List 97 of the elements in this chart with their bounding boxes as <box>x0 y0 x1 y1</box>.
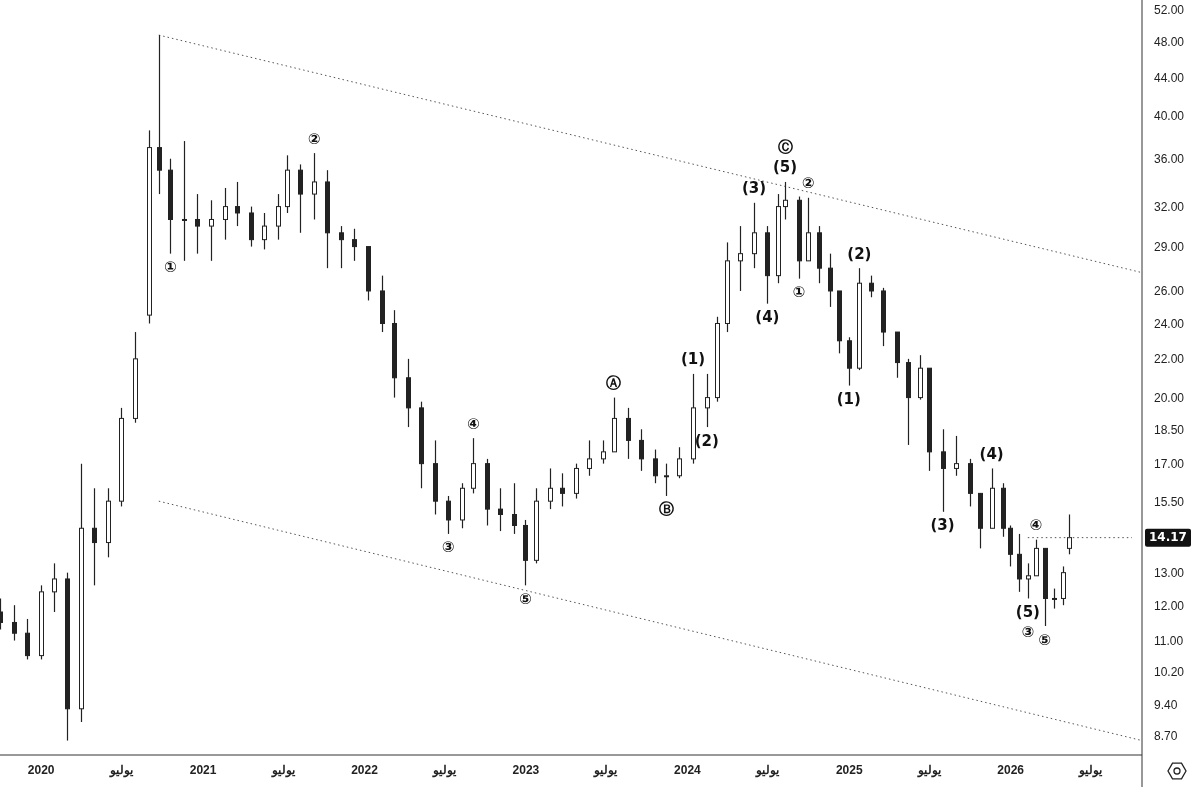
y-tick-label: 13.00 <box>1154 565 1185 580</box>
candlestick <box>157 34 162 195</box>
annotation: ② <box>801 174 815 193</box>
candlestick <box>560 472 565 508</box>
candlestick <box>235 181 240 227</box>
y-tick-label: 26.00 <box>1154 284 1185 299</box>
x-tick-label: 2026 <box>997 762 1025 777</box>
y-tick-label: 36.00 <box>1154 152 1185 167</box>
annotation: (2) <box>847 244 872 263</box>
y-tick-label: 17.00 <box>1154 456 1185 471</box>
candlestick <box>512 482 517 535</box>
annotation: ④ <box>466 414 480 433</box>
annotation: (3) <box>930 516 955 535</box>
y-tick-label: 12.00 <box>1154 598 1185 613</box>
annotation: (2) <box>694 431 719 450</box>
candlestick <box>828 253 833 308</box>
candlestick <box>339 225 344 269</box>
x-tick-label: يوليو <box>432 762 458 778</box>
candlestick <box>738 225 743 292</box>
annotation: (1) <box>680 350 706 369</box>
candlestick <box>869 275 874 298</box>
y-tick-label: 8.70 <box>1154 729 1178 744</box>
candlestick <box>12 604 17 642</box>
x-tick-label: يوليو <box>109 762 135 778</box>
candlestick <box>752 202 757 269</box>
candlestick <box>262 212 267 250</box>
candlestick <box>312 152 317 221</box>
candlestick <box>601 439 606 465</box>
candlestick <box>954 435 959 477</box>
candlestick <box>209 199 214 262</box>
annotation: ③ <box>1021 622 1035 641</box>
candlestick <box>182 140 187 262</box>
y-tick-label: 29.00 <box>1154 239 1185 254</box>
annotation: ② <box>307 129 321 148</box>
y-tick-label: 52.00 <box>1154 2 1185 17</box>
candlestick <box>1026 562 1031 600</box>
annotation: (1) <box>836 390 861 409</box>
candlestick <box>276 193 281 241</box>
annotation: ④ <box>1029 516 1043 535</box>
annotation: ⑤ <box>1038 630 1052 649</box>
x-tick-label: يوليو <box>593 762 619 778</box>
x-tick-label: 2022 <box>351 762 379 777</box>
y-tick-label: 10.20 <box>1154 664 1185 679</box>
candlestick <box>195 193 200 255</box>
y-tick-label: 9.40 <box>1154 697 1178 712</box>
y-tick-label: 18.50 <box>1154 422 1185 437</box>
annotation: Ⓐ <box>606 374 622 393</box>
candlestick <box>639 428 644 472</box>
candlestick <box>298 163 303 234</box>
x-tick-label: 2023 <box>512 762 540 777</box>
annotation: Ⓒ <box>777 138 793 157</box>
y-tick-label: 20.00 <box>1154 390 1185 405</box>
candlestick <box>446 495 451 535</box>
annotation: ① <box>163 258 177 277</box>
annotation: ③ <box>441 538 455 557</box>
candlestick <box>677 446 682 479</box>
candlestick <box>653 448 658 484</box>
candlestick <box>705 373 710 428</box>
x-tick-label: يوليو <box>755 762 781 778</box>
y-tick-label: 40.00 <box>1154 109 1185 124</box>
y-tick-label: 22.00 <box>1154 352 1185 367</box>
ref-line-label: 14.17 <box>1149 530 1187 545</box>
annotation: Ⓑ <box>658 500 674 519</box>
y-tick-label: 32.00 <box>1154 199 1185 214</box>
x-tick-label: 2020 <box>27 762 55 777</box>
candlestick <box>626 407 631 460</box>
x-tick-label: يوليو <box>916 762 942 778</box>
candlestick <box>25 618 30 661</box>
candlestick <box>1052 587 1057 610</box>
annotation: (4) <box>755 308 780 327</box>
candlestick <box>941 428 946 513</box>
annotation: (5) <box>1015 602 1040 621</box>
annotation: (4) <box>979 444 1004 463</box>
candlestick <box>1067 513 1072 555</box>
candlestick <box>223 187 228 241</box>
y-tick-label: 48.00 <box>1154 35 1185 50</box>
y-tick-label: 44.00 <box>1154 70 1185 85</box>
candlestick <box>664 463 669 497</box>
y-tick-label: 24.00 <box>1154 316 1185 331</box>
x-tick-label: 2024 <box>674 762 702 777</box>
candlestick <box>498 487 503 532</box>
annotation: ⑤ <box>519 589 532 608</box>
y-tick-label: 11.00 <box>1154 633 1184 648</box>
candlestick <box>352 228 357 262</box>
x-tick-label: 2021 <box>189 762 217 777</box>
annotation: (3) <box>742 179 767 198</box>
x-tick-label: يوليو <box>1078 762 1104 778</box>
x-tick-label: يوليو <box>270 762 296 778</box>
candlestick <box>92 487 97 586</box>
y-tick-label: 15.50 <box>1154 494 1185 509</box>
candlestick <box>548 467 553 510</box>
candlestick <box>783 181 788 221</box>
annotation: (5) <box>772 158 798 177</box>
candlestick <box>52 562 57 613</box>
annotation: ① <box>792 283 806 302</box>
candlestick <box>587 439 592 477</box>
x-tick-label: 2025 <box>835 762 863 777</box>
